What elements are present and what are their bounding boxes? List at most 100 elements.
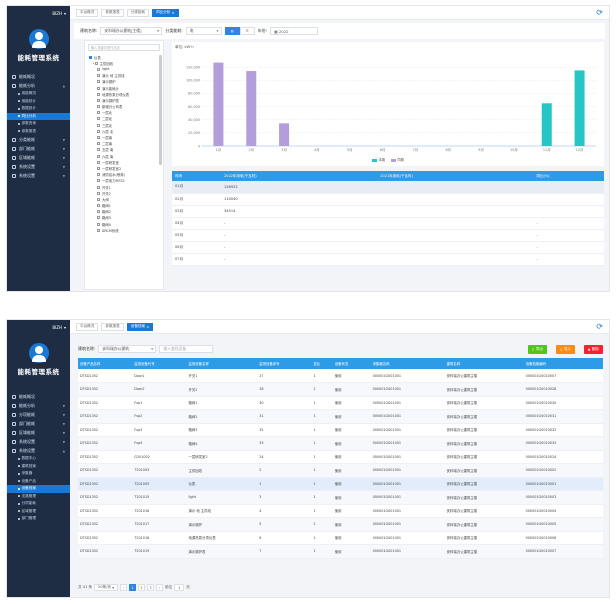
sidebar-item-department[interactable]: 部门能耗 ▼ [7,144,70,153]
submenu-item[interactable]: 分项能耗 [7,500,70,508]
tree-node[interactable]: 新增分公司表 [85,104,163,110]
sidebar-item-overview[interactable]: 能耗概况 [7,72,70,81]
tree-node[interactable]: 一层研发室2 [85,165,163,171]
page-button[interactable]: 1 [129,584,136,591]
sidebar-item-settings-a[interactable]: 系统设置 ▼ [7,162,70,171]
submenu-item[interactable]: 数据统计 [7,105,70,113]
sidebar-item-category[interactable]: 分类能耗 ▼ [7,135,70,144]
tree-node[interactable]: 箱阀2 [85,209,163,215]
table-row[interactable]: DTSD1352 T201003 主供回线 2 1 使用 000001G001001 安科瑞办… [78,463,603,478]
goto-page-input[interactable]: 1 [174,584,185,591]
table-row[interactable]: DTSD1352 Fsp2 箱阀2 31 1 使用 000001G001001 安科瑞办公建筑… [78,409,603,424]
table-row[interactable]: DTSD1352 T201015 light 3 1 使用 000001G001001 安科瑞… [78,490,603,505]
column-header[interactable]: 设备档案编码 [523,358,603,369]
tab-report[interactable]: 参数报表 [101,8,124,17]
column-header[interactable]: 监测设备名称 [186,358,258,369]
table-row[interactable]: DTSD1352 T201016 演示 地 主供线 4 1 使用 000001G001001… [78,504,603,518]
tree-node[interactable]: 箱阀4 [85,221,163,227]
tree-node[interactable]: 大阀 [85,196,163,202]
sidebar-item-analysis[interactable]: 能耗分析 ▲ [7,81,70,90]
sidebar-item-region[interactable]: 区域能耗 ▼ [7,153,70,162]
checkbox[interactable] [97,204,100,208]
column-header[interactable]: 设备状态 [332,358,371,369]
submenu-item-active[interactable]: 设备档案 [7,485,70,493]
table-row[interactable]: 01月 126922 [172,181,604,194]
checkbox[interactable] [97,105,100,109]
close-icon[interactable]: × [146,324,150,329]
checkbox[interactable] [97,148,100,152]
checkbox[interactable] [97,111,100,115]
column-header[interactable]: 监测设备代号 [132,358,187,369]
table-row[interactable]: DTSD1352 Door1 开关1 27 1 使用 000001G001001 安科瑞办公建… [78,369,603,383]
tree-node[interactable]: 演示 地 主供线 [85,73,163,79]
tree-node[interactable]: 二层南 [85,141,163,147]
checkbox[interactable] [97,117,100,121]
table-row[interactable]: DTSD1352 T201005 仪表 1 1 使用 000001G001001 安科瑞办公建… [78,477,603,491]
tab-category[interactable]: 分类能耗 [126,8,150,17]
checkbox[interactable] [97,154,100,158]
table-row[interactable]: DTSD1352 Fsp4 箱阀4 33 1 使用 000001G001001 安科瑞办公建筑… [78,436,603,451]
tree-node[interactable]: 一层北 [85,110,163,116]
table-row[interactable]: DTSD1352 T201017 演示锅炉 5 1 使用 000001G001001 安科瑞办… [78,517,603,532]
checkbox[interactable] [97,80,100,84]
checkbox[interactable] [97,67,100,71]
sidebar-item-analysis[interactable]: 能耗分析 ▼ [7,401,70,410]
column-header[interactable]: 设备产品名称 [78,358,133,369]
table-row[interactable]: 04月 - - [172,217,604,230]
checkbox[interactable] [97,136,100,140]
checkbox[interactable] [97,160,100,164]
checkbox[interactable] [97,98,100,102]
sidebar-item-overview[interactable]: 能耗概况 [7,392,70,401]
checkbox[interactable] [97,142,100,146]
table-row[interactable]: DTSD1352 Door2 开关2 28 1 使用 000001G001001 安科瑞办公建… [78,382,603,397]
sidebar-item-subitem[interactable]: 分项能耗 ▼ [7,410,70,419]
checkbox[interactable] [97,191,100,195]
submenu-item[interactable]: 参数报表 [7,128,70,136]
submenu-item[interactable]: 区域管理 [7,508,70,516]
table-row[interactable]: 07月 - - [172,253,604,266]
checkbox[interactable] [89,55,92,59]
page-size-select[interactable]: 20条/页 ▾ [94,584,118,591]
table-row[interactable]: 02月 114040 [172,193,604,206]
view-toggle[interactable]: ▥ ☰ [224,27,255,35]
column-header[interactable]: 2021年用电(千瓦时) [377,171,534,181]
type-select[interactable]: 电 ▼ [185,27,222,35]
year-picker[interactable]: ▦ 2022 [270,27,319,35]
table-row[interactable]: DTSD1352 T201018 地源热泵分项仪表 6 1 使用 000001G001001… [78,531,603,545]
tab-platform[interactable]: 平台概况 [76,322,99,331]
tree-node[interactable]: 开关1 [85,184,163,190]
expand-icon[interactable]: ▸ [93,61,95,65]
tree-node[interactable]: 地源热泵分项仪表 [85,91,163,97]
checkbox[interactable] [97,92,100,96]
tree-node[interactable]: 三层北 [85,122,163,128]
submenu-item[interactable]: 支路管理 [7,493,70,501]
sidebar-item-department[interactable]: 部门能耗 ▼ [7,419,70,428]
tree-node[interactable]: 箱阀3 [85,215,163,221]
submenu-item[interactable]: 参数查询 [7,120,70,128]
submenu-item[interactable]: 建筑档案 [7,463,70,471]
submenu-item[interactable]: 用能概况 [7,90,70,98]
column-header[interactable]: 时间 [172,171,221,181]
tree-node[interactable]: 六层 南 [85,153,163,159]
submenu-item[interactable]: 用能统计 [7,98,70,106]
tree-node[interactable]: ▸ 主供回线 [85,60,163,66]
tree-node[interactable]: 一层研发室 [85,159,163,165]
submenu-item[interactable]: 部门管理 [7,515,70,523]
checkbox[interactable] [97,74,100,78]
table-row[interactable]: 06月 - - [172,241,604,254]
checkbox[interactable] [97,86,100,90]
bar-view-icon[interactable]: ▥ [224,27,240,35]
column-header[interactable]: 监测设备序号 [257,358,312,369]
submenu-item[interactable]: 数据中心 [7,455,70,463]
user-bar[interactable]: BIZH ▾ [7,6,70,20]
submenu-item[interactable]: 采集器 [7,470,70,478]
checkbox[interactable] [97,123,100,127]
submenu-item-active[interactable]: 同比分析 [7,112,70,120]
column-header[interactable]: 同比(%) [533,171,604,181]
tree-node[interactable]: 一层南 [85,134,163,140]
tree-node[interactable]: 演示锅炉 [85,79,163,85]
tab-report[interactable]: 参数报表 [101,322,124,331]
page-button[interactable]: 3 [147,584,154,591]
checkbox[interactable] [97,185,100,189]
checkbox[interactable] [97,222,100,226]
